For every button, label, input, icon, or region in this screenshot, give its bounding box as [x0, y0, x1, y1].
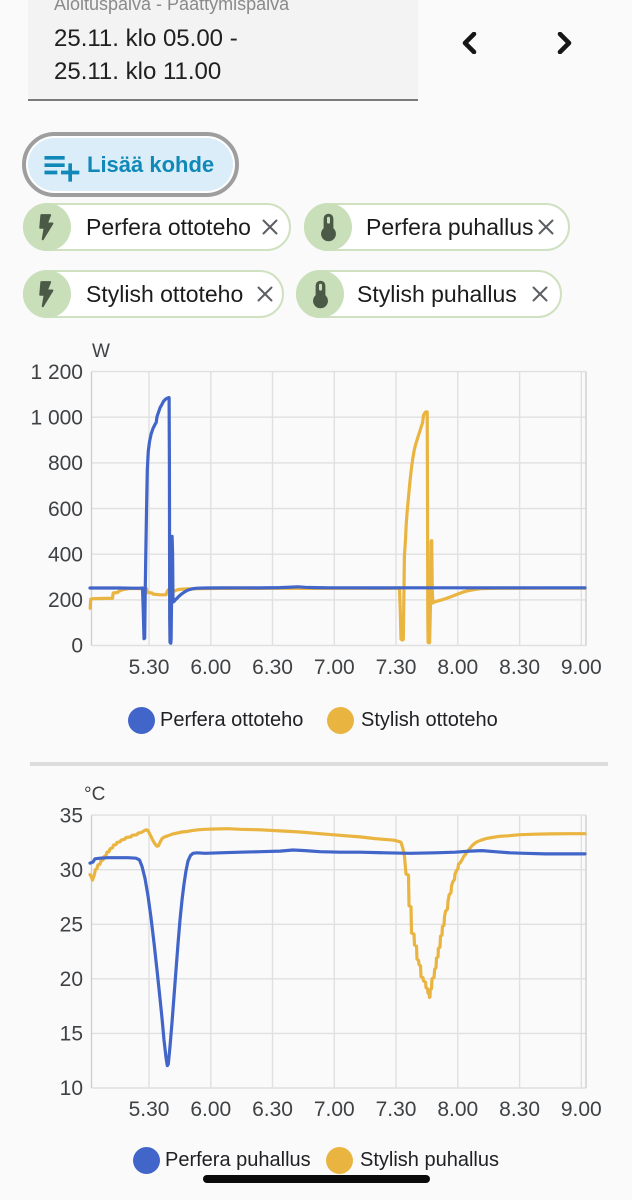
svg-text:25: 25 — [60, 914, 83, 937]
svg-text:7.00: 7.00 — [314, 656, 355, 679]
svg-text:6.00: 6.00 — [190, 1098, 231, 1121]
svg-text:W: W — [92, 341, 110, 362]
svg-text:9.00: 9.00 — [561, 656, 602, 679]
svg-text:9.00: 9.00 — [561, 1098, 602, 1121]
svg-text:8.30: 8.30 — [499, 1098, 540, 1121]
svg-text:1 000: 1 000 — [30, 407, 83, 430]
svg-text:35: 35 — [60, 804, 83, 827]
svg-text:°C: °C — [84, 784, 105, 805]
svg-text:5.30: 5.30 — [129, 1098, 170, 1121]
svg-text:6.00: 6.00 — [190, 656, 231, 679]
svg-text:1 200: 1 200 — [30, 361, 83, 384]
svg-text:10: 10 — [60, 1077, 83, 1100]
svg-text:8.00: 8.00 — [437, 1098, 478, 1121]
svg-text:15: 15 — [60, 1023, 83, 1046]
svg-text:6.30: 6.30 — [252, 1098, 293, 1121]
svg-text:600: 600 — [48, 498, 83, 521]
svg-text:30: 30 — [60, 859, 83, 882]
svg-text:400: 400 — [48, 543, 83, 566]
svg-text:8.30: 8.30 — [499, 656, 540, 679]
svg-text:800: 800 — [48, 452, 83, 475]
svg-text:7.30: 7.30 — [376, 656, 417, 679]
svg-text:8.00: 8.00 — [437, 656, 478, 679]
svg-text:200: 200 — [48, 589, 83, 612]
svg-text:20: 20 — [60, 968, 83, 991]
svg-text:6.30: 6.30 — [252, 656, 293, 679]
svg-text:7.30: 7.30 — [376, 1098, 417, 1121]
svg-text:5.30: 5.30 — [129, 656, 170, 679]
svg-text:7.00: 7.00 — [314, 1098, 355, 1121]
svg-text:0: 0 — [71, 635, 83, 658]
